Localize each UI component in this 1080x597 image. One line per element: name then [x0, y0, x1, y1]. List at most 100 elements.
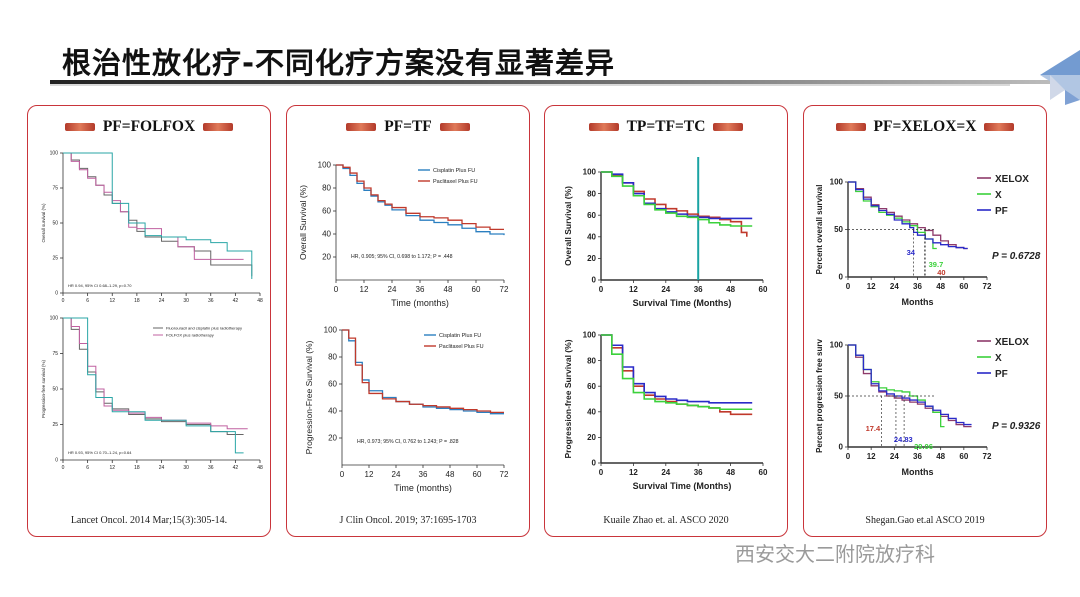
- x-tick-label: 42: [233, 298, 239, 304]
- series-line-0: [63, 152, 253, 277]
- series-line-0: [601, 334, 753, 416]
- median-label: 34: [907, 248, 916, 257]
- legend-label: Paclitaxel Plus FU: [439, 344, 484, 350]
- y-axis-label: Progression-free Survival (%): [563, 339, 573, 458]
- panel-header: PF=FOLFOX: [28, 118, 270, 136]
- legend-label: XELOX: [995, 337, 1029, 348]
- legend-label: PF: [995, 369, 1008, 380]
- x-tick-label: 12: [629, 468, 638, 477]
- median-label: 17.4: [866, 424, 881, 433]
- x-tick-label: 30: [183, 465, 189, 471]
- x-tick-label: 48: [444, 285, 453, 294]
- x-axis-label: Time (months): [391, 298, 449, 308]
- y-tick-label: 75: [52, 351, 58, 357]
- km-plot-tf-os: 0 12 24 36 48 60 72 20 40 60 80 100 Overall Survival…: [298, 161, 509, 308]
- x-axis-label: Months: [902, 467, 934, 477]
- series-line-1: [601, 334, 753, 404]
- x-tick-label: 48: [936, 282, 945, 291]
- km-plot-xelox-pfs: 0 12 24 36 48 60 72 0 50 100 Percent progression f…: [815, 337, 1041, 477]
- ribbon-right-icon: [439, 123, 470, 132]
- legend-label: FOLFOX plus radiotherapy: [166, 333, 214, 338]
- x-tick-label: 18: [134, 465, 140, 471]
- hr-stat-text: HR, 0.973; 95% CI, 0.762 to 1.243; P = .…: [357, 439, 459, 445]
- corner-logo-icon: [1040, 50, 1080, 105]
- y-axis-label: Overall Survival (%): [298, 185, 308, 260]
- y-tick-label: 20: [587, 254, 596, 263]
- x-tick-label: 60: [759, 285, 768, 294]
- x-tick-label: 72: [500, 285, 509, 294]
- ribbon-left-icon: [64, 123, 95, 132]
- x-tick-label: 48: [257, 465, 263, 471]
- series-line-1: [63, 152, 244, 260]
- x-tick-label: 30: [183, 298, 189, 304]
- ribbon-left-icon: [835, 123, 866, 132]
- y-tick-label: 75: [52, 186, 58, 192]
- median-label: 39.7: [929, 260, 944, 269]
- series-line-2: [63, 152, 253, 279]
- y-tick-label: 80: [587, 356, 596, 365]
- series-line-cisplatin-plus-fu: [342, 329, 504, 415]
- x-tick-label: 12: [365, 470, 374, 479]
- y-tick-label: 0: [55, 291, 58, 297]
- y-tick-label: 100: [830, 341, 844, 350]
- x-tick-label: 12: [109, 298, 115, 304]
- y-tick-label: 80: [328, 353, 337, 362]
- x-tick-label: 24: [388, 285, 397, 294]
- x-tick-label: 24: [392, 470, 401, 479]
- x-tick-label: 36: [208, 298, 214, 304]
- y-axis-label: Overall survival (%): [41, 203, 46, 243]
- hr-stat-text: HR 0.93, 95% CI 0.70–1.24, p=0.64: [68, 450, 132, 455]
- panel-pf-folfox: PF=FOLFOX Lancet Oncol. 2014 Mar;15(3):3…: [27, 105, 271, 537]
- x-tick-label: 36: [416, 285, 425, 294]
- x-tick-label: 24: [159, 465, 165, 471]
- ribbon-left-icon: [346, 123, 377, 132]
- x-axis-label: Survival Time (Months): [633, 481, 732, 491]
- panel-citation: Shegan.Gao et.al ASCO 2019: [865, 515, 985, 526]
- y-tick-label: 60: [328, 380, 337, 389]
- y-tick-label: 0: [839, 443, 844, 452]
- x-tick-label: 24: [661, 468, 670, 477]
- series-line-0: [63, 317, 244, 435]
- x-tick-label: 0: [599, 468, 604, 477]
- series-line-1: [601, 171, 753, 220]
- y-tick-label: 0: [839, 273, 844, 282]
- series-line-1: [63, 317, 248, 430]
- ribbon-right-icon: [203, 123, 234, 132]
- y-tick-label: 40: [322, 230, 331, 239]
- legend-label: Cisplatin Plus FU: [439, 333, 481, 339]
- panel-pf-xelox-x: PF=XELOX=X Shegan.Gao et.al ASCO 2019: [803, 105, 1047, 537]
- median-label: 40: [937, 268, 945, 277]
- series-line-xelox: [848, 181, 968, 250]
- x-tick-label: 0: [334, 285, 339, 294]
- ribbon-left-icon: [588, 123, 619, 132]
- y-axis-label: Percent overall survival: [815, 185, 824, 275]
- km-plot-folfox-pfs: 0 6 12 18 24 30 36 42 48 0 25 50 75 100 Progression-fr…: [41, 316, 263, 471]
- x-tick-label: 36: [208, 465, 214, 471]
- panel-header: PF=TF: [287, 118, 529, 136]
- watermark-text: 西安交大二附院放疗科: [735, 542, 935, 566]
- x-tick-label: 60: [473, 470, 482, 479]
- y-tick-label: 50: [834, 225, 843, 234]
- y-tick-label: 100: [583, 331, 597, 340]
- median-label: 24.83: [894, 435, 913, 444]
- x-tick-label: 12: [629, 285, 638, 294]
- legend-label: XELOX: [995, 174, 1029, 185]
- legend-label: PF: [995, 206, 1008, 217]
- panel-citation: Lancet Oncol. 2014 Mar;15(3):305-14.: [70, 515, 228, 526]
- x-axis-label: Months: [902, 297, 934, 307]
- x-tick-label: 36: [694, 468, 703, 477]
- x-tick-label: 72: [983, 282, 992, 291]
- series-line-paclitaxel-plus-fu: [342, 329, 504, 413]
- x-tick-label: 36: [694, 285, 703, 294]
- series-line-paclitaxel-plus-fu: [336, 164, 504, 231]
- x-tick-label: 48: [446, 470, 455, 479]
- x-tick-label: 0: [62, 465, 65, 471]
- panel-header: TP=TF=TC: [545, 118, 787, 136]
- y-tick-label: 50: [834, 392, 843, 401]
- legend-label: Cisplatin Plus FU: [433, 168, 475, 174]
- y-tick-label: 60: [587, 382, 596, 391]
- y-tick-label: 0: [592, 459, 597, 468]
- ribbon-right-icon: [984, 123, 1015, 132]
- y-tick-label: 100: [50, 151, 59, 157]
- y-tick-label: 80: [322, 184, 331, 193]
